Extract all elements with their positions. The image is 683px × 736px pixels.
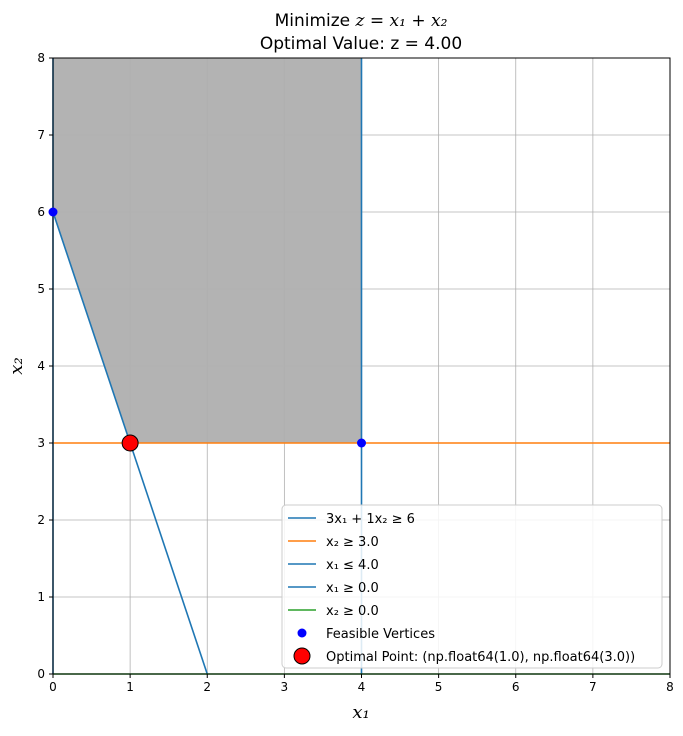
x-tick-label-5: 5 <box>435 680 443 694</box>
legend: 3x₁ + 1x₂ ≥ 6 x₂ ≥ 3.0 x₁ ≤ 4.0 x₁ ≥ 0.0 x₂ … <box>281 504 663 669</box>
x-tick-label-6: 6 <box>512 680 520 694</box>
points <box>48 207 366 452</box>
y-tick-label-8: 8 <box>37 51 45 65</box>
legend-label-2: x₁ ≤ 4.0 <box>326 558 379 573</box>
x-tick-label-1: 1 <box>126 680 134 694</box>
feasible-vertex-0 <box>48 207 58 217</box>
x-tick-label-3: 3 <box>281 680 289 694</box>
legend-swatch-optimal <box>293 647 311 665</box>
legend-label-0: 3x₁ + 1x₂ ≥ 6 <box>326 512 415 527</box>
x-tick-label-8: 8 <box>666 680 674 694</box>
legend-label-1: x₂ ≥ 3.0 <box>326 535 379 550</box>
legend-label-3: x₁ ≥ 0.0 <box>326 581 379 596</box>
x-tick-label-2: 2 <box>203 680 211 694</box>
legend-box <box>281 504 663 669</box>
x-tick-label-4: 4 <box>358 680 366 694</box>
optimal-point <box>121 434 139 452</box>
y-tick-label-0: 0 <box>37 667 45 681</box>
x-tick-label-0: 0 <box>49 680 57 694</box>
legend-label-4: x₂ ≥ 0.0 <box>326 604 379 619</box>
legend-label-vertices: Feasible Vertices <box>326 627 435 642</box>
y-tick-label-7: 7 <box>37 128 45 142</box>
y-tick-label-6: 6 <box>37 205 45 219</box>
legend-swatch-vertices <box>297 628 307 638</box>
y-tick-label-3: 3 <box>37 436 45 450</box>
y-tick-label-2: 2 <box>37 513 45 527</box>
x-axis-label: x₁ <box>352 702 369 723</box>
title-math: z = x₁ + x₂ <box>355 11 448 31</box>
ticks: 0 1 2 3 4 5 6 7 8 0 1 2 3 4 5 6 7 8 <box>37 51 673 694</box>
y-tick-label-1: 1 <box>37 590 45 604</box>
chart-title-line2: Optimal Value: z = 4.00 <box>260 34 462 54</box>
y-tick-label-5: 5 <box>37 282 45 296</box>
chart-title-line1: Minimize z = x₁ + x₂ <box>275 11 448 31</box>
legend-label-optimal: Optimal Point: (np.float64(1.0), np.floa… <box>326 650 635 665</box>
y-axis-label: x₂ <box>6 357 27 374</box>
title-prefix: Minimize <box>275 11 356 31</box>
y-tick-label-4: 4 <box>37 359 45 373</box>
x-tick-label-7: 7 <box>589 680 597 694</box>
feasible-vertex-1 <box>357 438 366 448</box>
